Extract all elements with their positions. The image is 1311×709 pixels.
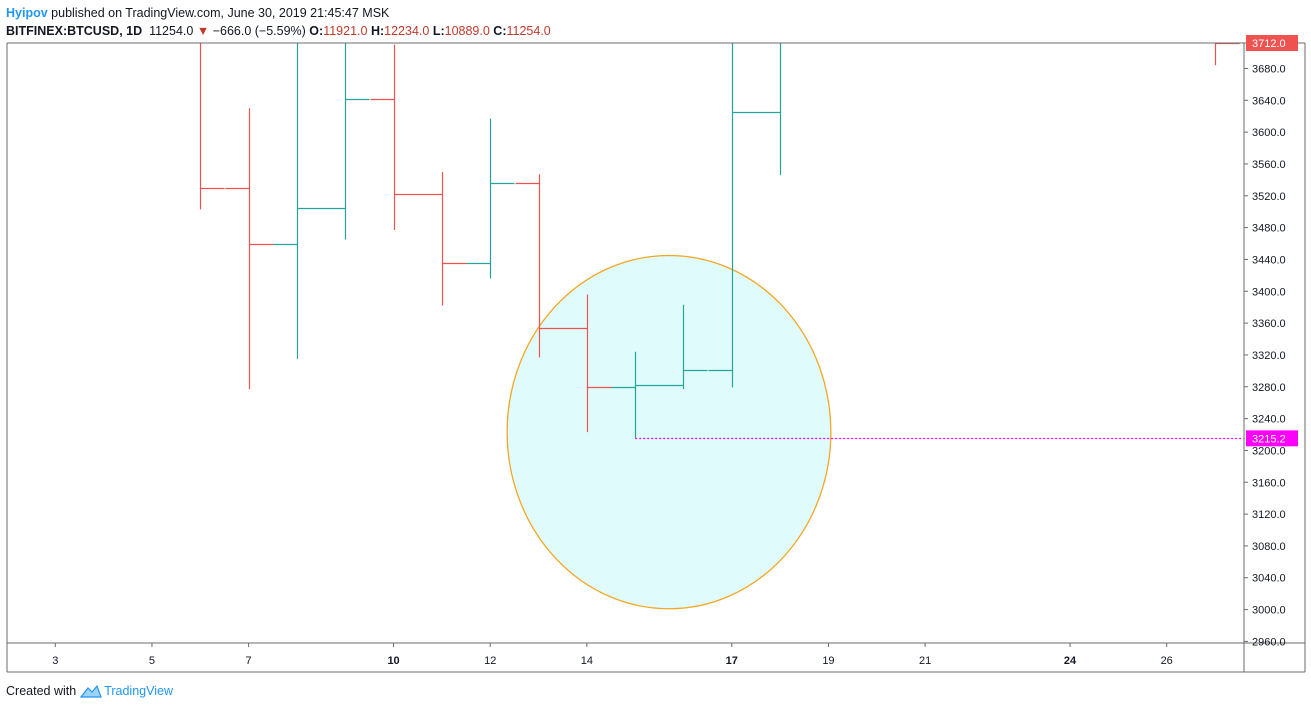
- created-with-text: Created with: [6, 684, 77, 698]
- last-price-label: 3712.0: [1246, 35, 1298, 51]
- axis-price-labels: 3712.0 3215.2: [1246, 35, 1298, 447]
- time-axis[interactable]: 3 5 7 10 12 14 17 19 21 24 26: [52, 643, 1173, 667]
- publish-line: Hyipov published on TradingView.com, Jun…: [6, 4, 551, 22]
- price-tick-label: 3360.0: [1252, 318, 1286, 330]
- ohlc-bar[interactable]: [273, 43, 322, 359]
- price-tick-label: 3560.0: [1252, 159, 1286, 171]
- low-label: L:: [432, 24, 445, 38]
- close-value: 11254.0: [506, 24, 551, 38]
- price-tick-label: 3600.0: [1252, 127, 1286, 139]
- last-price: 11254.0: [149, 24, 194, 38]
- price-axis[interactable]: 3680.0 3640.0 3600.0 3560.0 3520.0 3480.0 3440…: [1244, 63, 1286, 648]
- price-tick-label: 3440.0: [1252, 254, 1286, 266]
- price-tick-label: 3160.0: [1252, 477, 1286, 489]
- ohlc-bar[interactable]: [659, 304, 708, 390]
- price-tick-label: 3040.0: [1252, 573, 1286, 585]
- symbol-line: BITFINEX:BTCUSD, 1D 11254.0 ▼ −666.0 (−5…: [6, 22, 551, 40]
- author-name[interactable]: Hyipov: [6, 6, 48, 20]
- time-tick-label: 10: [387, 655, 399, 667]
- time-tick-label: 3: [52, 655, 58, 667]
- chart-header: Hyipov published on TradingView.com, Jun…: [6, 4, 551, 40]
- highlight-circle-layer: [506, 254, 832, 610]
- time-tick-label: 26: [1161, 655, 1173, 667]
- time-tick-label: 12: [484, 655, 496, 667]
- time-tick-label: 24: [1064, 655, 1077, 667]
- time-tick-label: 21: [919, 655, 931, 667]
- chart-frame: [6, 42, 1306, 673]
- symbol-name: BITFINEX:BTCUSD, 1D: [6, 24, 143, 38]
- ohlc-bar[interactable]: [321, 43, 370, 240]
- publish-info: published on TradingView.com, June 30, 2…: [51, 6, 390, 20]
- ohlc-bar[interactable]: [611, 351, 660, 439]
- low-value: 10889.0: [444, 24, 490, 38]
- price-tick-label: 3680.0: [1252, 63, 1286, 75]
- ohlc-bar[interactable]: [563, 294, 612, 433]
- last-price-label-background: [1246, 35, 1298, 51]
- price-tick-label: 3320.0: [1252, 350, 1286, 362]
- ohlc-bar[interactable]: [756, 43, 782, 176]
- level-price-label: 3215.2: [1246, 430, 1298, 447]
- price-tick-label: 3240.0: [1252, 414, 1286, 426]
- price-tick-label: 3200.0: [1252, 445, 1286, 457]
- price-tick-label: 3120.0: [1252, 509, 1286, 521]
- tradingview-logo-icon: [80, 684, 103, 698]
- ohlc-bar[interactable]: [708, 43, 757, 388]
- time-tick-label: 17: [726, 655, 738, 667]
- open-label: O:: [309, 24, 324, 38]
- ohlc-bar[interactable]: [370, 44, 419, 231]
- price-tick-label: 3640.0: [1252, 95, 1286, 107]
- time-tick-label: 7: [246, 655, 252, 667]
- ohlc-bar[interactable]: [418, 171, 467, 306]
- tradingview-brand-link[interactable]: TradingView: [104, 684, 173, 698]
- ohlc-bar[interactable]: [225, 108, 274, 390]
- price-tick-label: 3520.0: [1252, 191, 1286, 203]
- price-tick-label: 3080.0: [1252, 541, 1286, 553]
- ohlc-bar[interactable]: [515, 174, 564, 358]
- highlight-circle[interactable]: [506, 254, 832, 610]
- price-tick-label: 2960.0: [1252, 636, 1286, 648]
- close-label: C:: [493, 24, 507, 38]
- time-tick-label: 19: [822, 655, 834, 667]
- high-label: H:: [370, 24, 385, 38]
- price-change: −666.0 (−5.59%): [212, 24, 306, 38]
- last-price-label-text: 3712.0: [1252, 38, 1286, 50]
- level-price-label-background: [1246, 430, 1298, 447]
- change-down-arrow-icon: ▼: [196, 24, 210, 38]
- high-value: 12234.0: [384, 24, 430, 38]
- price-tick-label: 3280.0: [1252, 382, 1286, 394]
- level-price-label-text: 3215.2: [1252, 433, 1286, 445]
- open-value: 11921.0: [323, 24, 368, 38]
- price-tick-label: 3400.0: [1252, 286, 1286, 298]
- time-tick-label: 14: [581, 655, 593, 667]
- price-tick-label: 3000.0: [1252, 605, 1286, 617]
- price-tick-label: 3480.0: [1252, 223, 1286, 235]
- time-tick-label: 5: [149, 655, 155, 667]
- ohlc-bar[interactable]: [466, 118, 515, 279]
- ohlc-bar[interactable]: [199, 43, 225, 210]
- ohlc-bars: [199, 42, 1240, 439]
- footer: Created with TradingView: [6, 683, 173, 699]
